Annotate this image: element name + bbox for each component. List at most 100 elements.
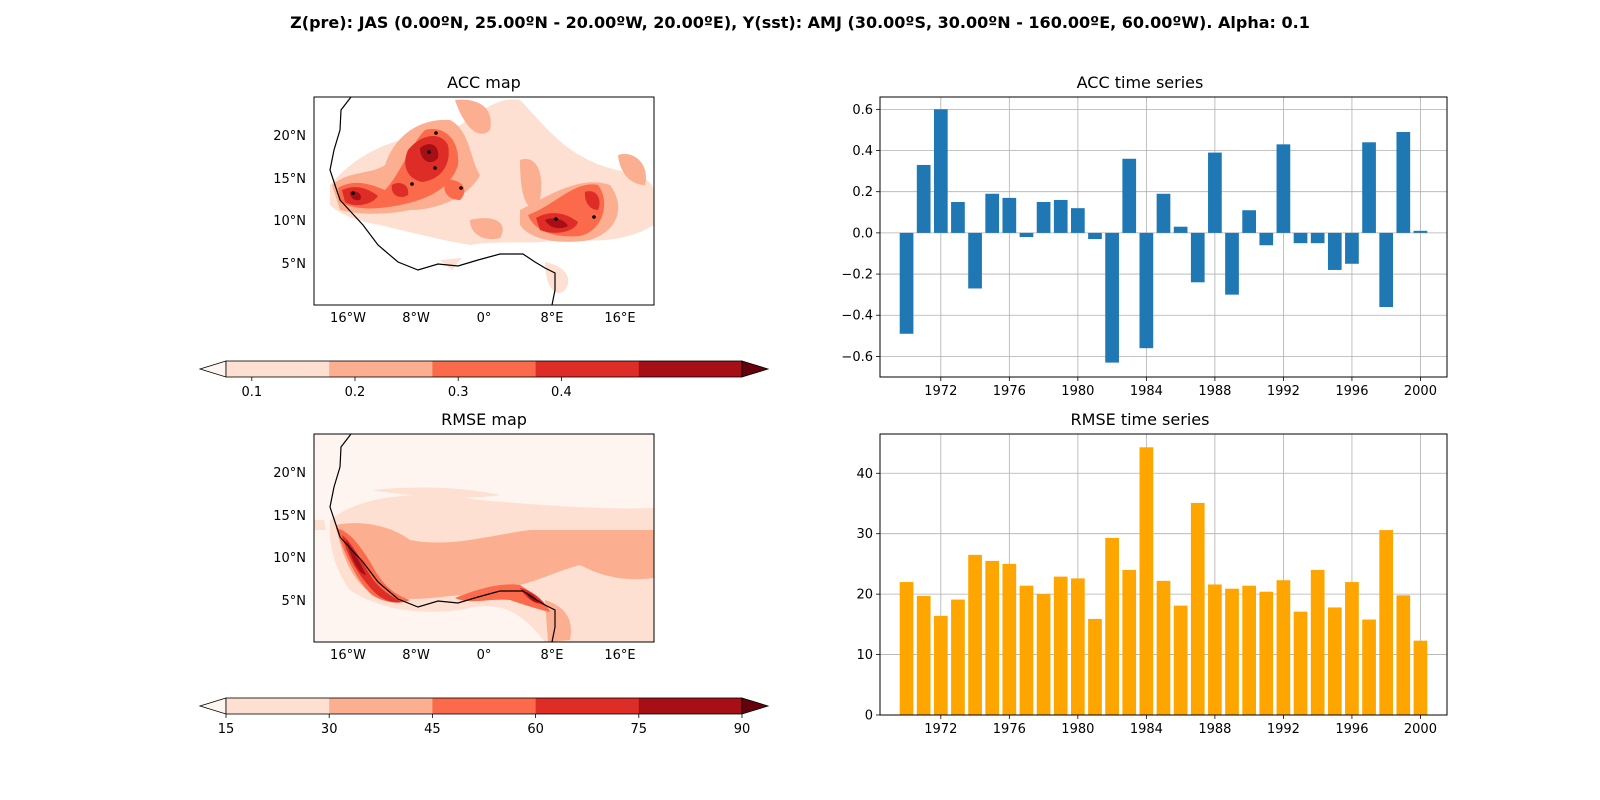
x-tick-label: 1988 (1198, 722, 1231, 737)
x-tick-label: 1992 (1267, 384, 1300, 399)
bar (933, 109, 948, 233)
bar (1208, 584, 1222, 715)
bar (1053, 576, 1068, 715)
colorbar-segment (329, 698, 433, 714)
acc-map-title: ACC map (447, 73, 521, 92)
colorbar-segment (329, 361, 433, 377)
acc-map-lon-ticks: 16°W 8°W 0° 8°E 16°E (330, 311, 636, 326)
rmse-map-panel: RMSE map (273, 410, 655, 663)
colorbar-tick-label: 0.1 (241, 385, 262, 400)
bar (1259, 232, 1274, 246)
lon-tick: 16°E (604, 648, 635, 663)
x-tick-label: 1980 (1061, 384, 1094, 399)
bar (1070, 578, 1085, 715)
bar (1293, 232, 1308, 244)
bar (1019, 232, 1034, 237)
bar (1413, 230, 1428, 233)
rmse-timeseries-panel: RMSE time series 1972 1976 1980 1984 1988 199… (856, 410, 1448, 737)
bar (1362, 619, 1376, 715)
lat-tick: 20°N (273, 466, 306, 481)
bar (933, 615, 948, 715)
bar (1413, 640, 1428, 715)
y-tick-label: 30 (856, 527, 873, 542)
acc-timeseries-title: ACC time series (1077, 73, 1204, 92)
bar (916, 164, 931, 233)
y-tick-label: −0.4 (841, 309, 873, 324)
lat-tick: 5°N (282, 594, 307, 609)
bar (1276, 580, 1291, 715)
lat-tick: 20°N (273, 129, 306, 144)
x-tick-label: 1984 (1130, 722, 1163, 737)
bar (951, 599, 965, 715)
acc-map-lat-ticks: 5°N 10°N 15°N 20°N (273, 129, 306, 272)
rmse-colorbar: 15 30 45 60 75 90 (198, 697, 770, 737)
x-tick-label: 1976 (993, 722, 1026, 737)
lon-tick: 0° (477, 311, 492, 326)
x-tick-label: 1996 (1335, 384, 1368, 399)
y-tick-label: 0.6 (852, 103, 873, 118)
x-tick-label: 1988 (1198, 384, 1231, 399)
bar (1225, 588, 1239, 715)
bar (1362, 142, 1376, 233)
figure-title: Z(pre): JAS (0.00ºN, 25.00ºN - 20.00ºW, … (290, 13, 1310, 32)
colorbar-under-arrow (198, 360, 227, 378)
rmse-timeseries-title: RMSE time series (1071, 410, 1210, 429)
colorbar-segment (535, 698, 640, 714)
bar (1208, 152, 1222, 233)
lon-tick: 16°E (604, 311, 635, 326)
y-tick-label: 10 (856, 648, 873, 663)
rmse-map-field (314, 434, 654, 642)
bar (1327, 232, 1342, 270)
bar (1088, 618, 1102, 715)
lat-tick: 5°N (282, 257, 307, 272)
bar (1293, 611, 1308, 715)
colorbar-tick-label: 90 (734, 722, 751, 737)
colorbar-tick-label: 0.3 (448, 385, 469, 400)
bar (1036, 594, 1051, 715)
colorbar-segment (226, 698, 330, 714)
bar (1190, 232, 1205, 283)
bar (1259, 591, 1274, 715)
bar (1225, 232, 1239, 295)
bar (1088, 232, 1102, 240)
x-tick-label: 1972 (924, 722, 957, 737)
x-tick-label: 1980 (1061, 722, 1094, 737)
rmse-map-title: RMSE map (441, 410, 527, 429)
lon-tick: 16°W (330, 311, 366, 326)
colorbar-segment (432, 698, 537, 714)
colorbar-tick-label: 60 (527, 722, 544, 737)
bar (1139, 447, 1154, 715)
bar (968, 232, 982, 289)
y-tick-label: 40 (856, 467, 873, 482)
lon-tick: 8°W (402, 648, 430, 663)
y-tick-label: −0.6 (841, 350, 873, 365)
bar (1190, 502, 1205, 715)
x-tick-label: 1972 (924, 384, 957, 399)
bar (951, 202, 965, 233)
x-tick-label: 1976 (993, 384, 1026, 399)
bar (1173, 605, 1188, 715)
bar (1310, 232, 1325, 244)
bar (899, 232, 914, 334)
bar (1156, 193, 1171, 233)
colorbar-segment (638, 361, 743, 377)
colorbar-tick-label: 45 (424, 722, 441, 737)
lon-tick: 0° (477, 648, 492, 663)
colorbar-tick-label: 0.2 (345, 385, 366, 400)
y-tick-label: 20 (856, 588, 873, 603)
x-tick-label: 1992 (1267, 722, 1300, 737)
bar (1053, 199, 1068, 233)
lon-tick: 8°E (541, 311, 564, 326)
bar (1105, 232, 1119, 363)
colorbar-under-arrow (198, 697, 227, 715)
colorbar-segment (432, 361, 537, 377)
bar (985, 193, 1000, 233)
lon-tick: 16°W (330, 648, 366, 663)
colorbar-over-arrow (741, 360, 770, 378)
bar (1002, 563, 1017, 715)
bar (1139, 232, 1154, 349)
colorbar-segment (226, 361, 330, 377)
bar (899, 582, 914, 715)
bar (1276, 144, 1291, 233)
acc-timeseries-panel: ACC time series 1972 1976 1980 1984 1988 1992… (841, 73, 1448, 399)
